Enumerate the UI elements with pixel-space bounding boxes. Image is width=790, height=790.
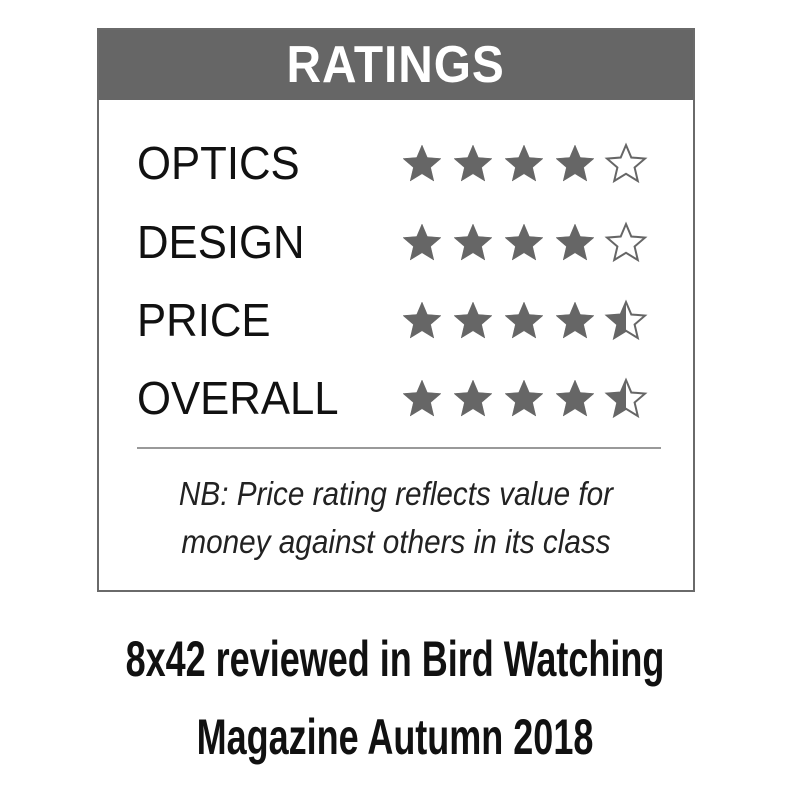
divider: [137, 447, 661, 449]
caption-line: Magazine Autumn 2018: [196, 709, 594, 765]
rating-row-optics: OPTICS: [137, 133, 677, 193]
star-full-icon: [402, 379, 442, 417]
star-full-icon: [555, 301, 595, 339]
star-full-icon: [504, 301, 544, 339]
star-half-icon: [604, 377, 648, 419]
ratings-title: RATINGS: [286, 36, 506, 94]
star-rating: [402, 376, 662, 425]
star-full-icon: [555, 223, 595, 261]
star-full-icon: [504, 379, 544, 417]
star-rating: [402, 220, 662, 269]
rating-label: PRICE: [137, 294, 271, 346]
star-empty-icon: [604, 221, 648, 263]
caption-line: 8x42 reviewed in Bird Watching: [125, 631, 665, 687]
star-full-icon: [453, 223, 493, 261]
star-full-icon: [402, 301, 442, 339]
star-full-icon: [402, 144, 442, 182]
rating-label: OVERALL: [137, 372, 339, 424]
rating-row-price: PRICE: [137, 290, 677, 350]
star-full-icon: [453, 144, 493, 182]
star-full-icon: [555, 144, 595, 182]
star-full-icon: [555, 379, 595, 417]
star-rating: [402, 141, 662, 190]
star-full-icon: [504, 144, 544, 182]
star-full-icon: [402, 223, 442, 261]
rating-label: DESIGN: [137, 216, 305, 268]
rating-row-overall: OVERALL: [137, 368, 677, 428]
star-full-icon: [453, 379, 493, 417]
ratings-header: RATINGS: [99, 30, 693, 100]
caption: 8x42 reviewed in Bird Watching Magazine …: [0, 620, 790, 776]
footnote-line: money against others in its class: [181, 523, 611, 560]
rating-label: OPTICS: [137, 137, 300, 189]
star-full-icon: [504, 223, 544, 261]
rating-row-design: DESIGN: [137, 212, 677, 272]
ratings-panel: RATINGS OPTICS DESIGN PRICE OVERALL NB: …: [97, 28, 695, 592]
footnote-line: NB: Price rating reflects value for: [178, 475, 614, 512]
star-half-icon: [604, 299, 648, 341]
star-full-icon: [453, 301, 493, 339]
star-rating: [402, 298, 662, 347]
footnote: NB: Price rating reflects value for mone…: [99, 470, 693, 566]
star-empty-icon: [604, 142, 648, 184]
